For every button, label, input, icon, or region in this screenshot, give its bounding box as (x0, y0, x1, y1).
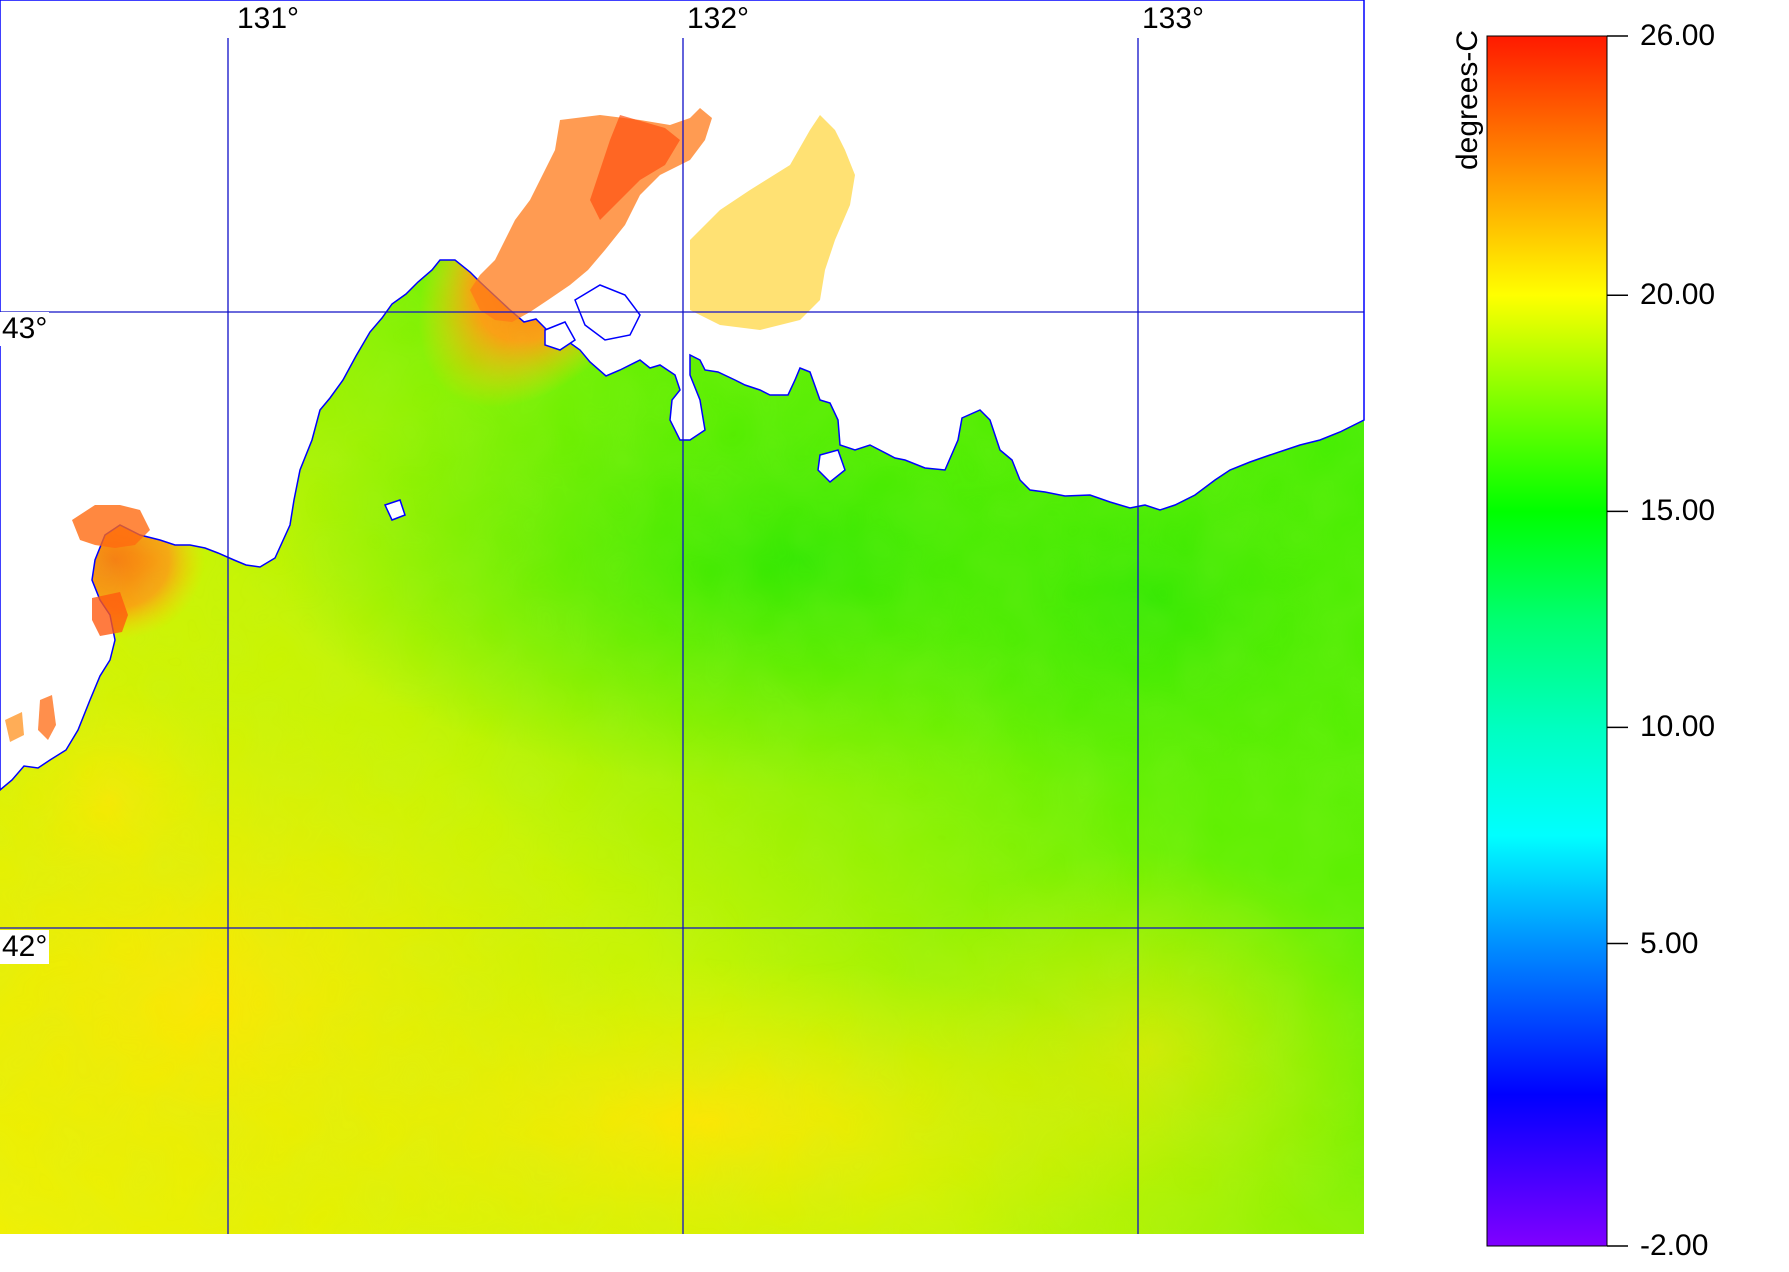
warm-patch-sw2 (5, 712, 24, 742)
warm-bay-top-core (590, 115, 680, 220)
lon-label-132: 132° (686, 2, 750, 35)
lon-label-131: 131° (236, 2, 300, 35)
lat-label-43: 43° (0, 312, 50, 346)
colorbar-unit-label: degrees-C (1451, 29, 1484, 171)
colorbar-tick-label: -2.00 (1640, 1229, 1709, 1262)
island-small-3 (383, 499, 406, 521)
land-mask (0, 0, 1365, 791)
island-small-1 (544, 321, 576, 351)
lon-label-133: 133° (1141, 2, 1205, 35)
colorbar-tick-label: 15.00 (1640, 494, 1716, 528)
warm-patch-west (92, 592, 128, 636)
lat-label-42: 42° (0, 930, 50, 964)
colorbar-tick-label: 26.00 (1640, 19, 1716, 52)
colorbar-tick-label: 10.00 (1640, 710, 1716, 744)
colorbar-tick-label: 5.00 (1640, 926, 1699, 960)
colorbar (1486, 35, 1628, 1247)
warm-bay-west (72, 505, 150, 548)
colorbar-ticks (1607, 35, 1628, 1247)
colorbar-tick-label: 20.00 (1640, 278, 1716, 312)
graticule (0, 38, 1364, 1234)
east-peninsula-water (690, 115, 855, 330)
island-small-2 (817, 449, 846, 484)
warm-patch-sw (38, 695, 56, 740)
colorbar-gradient (1486, 35, 1608, 1247)
